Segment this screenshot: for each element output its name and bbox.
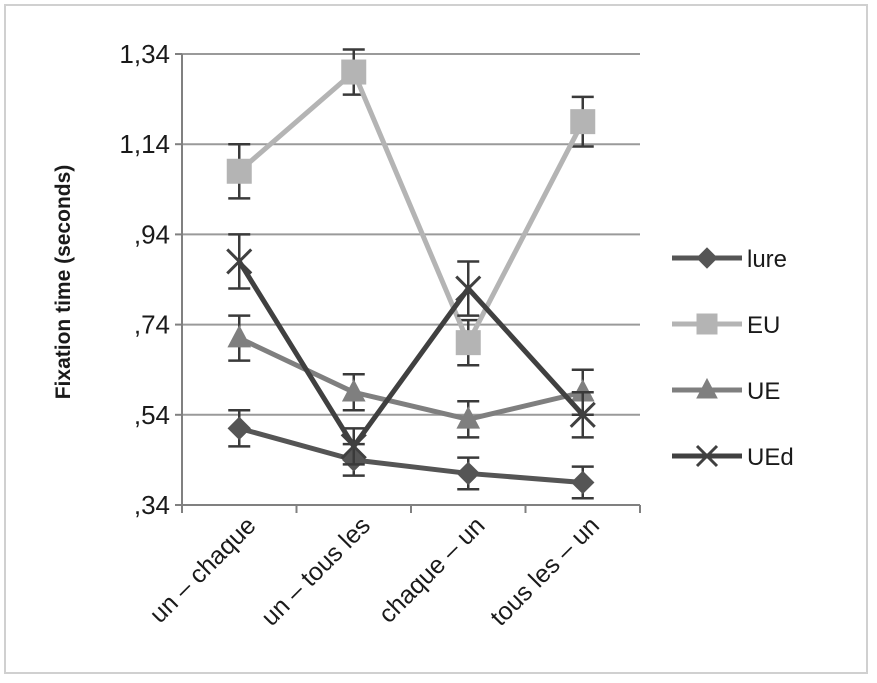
y-tick-label: 1,34 [119,39,170,69]
y-tick-label: ,94 [134,219,170,249]
data-point-ued [455,275,482,302]
legend-item-ue: UE [672,377,780,405]
series-line-ue [238,335,584,422]
y-axis-title: Fixation time (seconds) [52,165,75,400]
legend-marker [695,444,719,468]
legend-label: UEd [747,444,794,471]
data-point-ue [227,324,252,348]
series-group [226,48,596,500]
y-tick-label: ,34 [134,490,170,520]
legend-marker [696,247,718,269]
legend: lure EU UE UEd [672,246,794,471]
series-line-eu [237,69,585,346]
data-point-ued [569,401,596,428]
data-point-ue [341,379,366,402]
series-line-lure [238,425,583,485]
legend-marker [696,313,718,335]
y-tick-label: ,54 [134,400,170,430]
data-point-lure [227,416,251,441]
legend-label: UE [747,378,780,405]
data-point-lure [456,461,480,486]
gridlines [182,53,640,416]
data-point-eu [226,158,252,184]
legend-label: EU [747,312,780,339]
series-ued [226,233,596,466]
data-point-lure [571,470,595,495]
legend-label: lure [747,246,787,273]
data-point-ued [340,433,367,460]
series-eu [226,48,596,367]
data-point-eu [455,330,481,356]
legend-item-ued: UEd [672,444,794,471]
legend-item-eu: EU [672,312,780,339]
data-point-eu [570,109,596,135]
data-point-ued [226,248,253,275]
y-tick-label: 1,14 [119,129,170,159]
legend-item-lure: lure [672,246,787,273]
chart-border [4,4,868,674]
legend-marker [696,377,718,399]
y-tick-label: ,74 [134,310,170,340]
data-point-ue [456,406,481,429]
series-line-ued [237,260,585,449]
data-point-eu [341,59,367,85]
